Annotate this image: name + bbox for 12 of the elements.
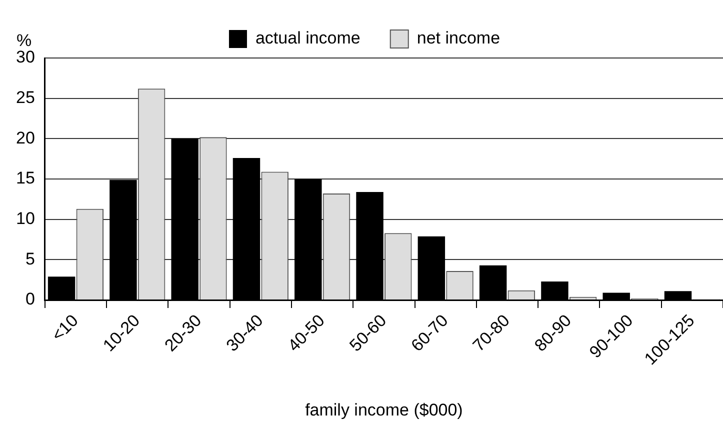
x-axis-title: family income ($000) (305, 400, 463, 420)
y-tick-label: 25 (16, 88, 35, 108)
y-tick-label: 30 (16, 48, 35, 67)
legend-label: actual income (255, 28, 360, 48)
y-tick-label: 20 (16, 128, 35, 148)
x-tick-label: <10 (48, 310, 82, 345)
y-tick-label: 0 (25, 290, 35, 309)
y-tick-label: 5 (25, 249, 35, 268)
y-axis-title: % (16, 31, 32, 50)
y-tick-label: 10 (16, 209, 35, 228)
y-tick-label: 15 (16, 168, 35, 188)
legend-label: net income (416, 28, 500, 48)
